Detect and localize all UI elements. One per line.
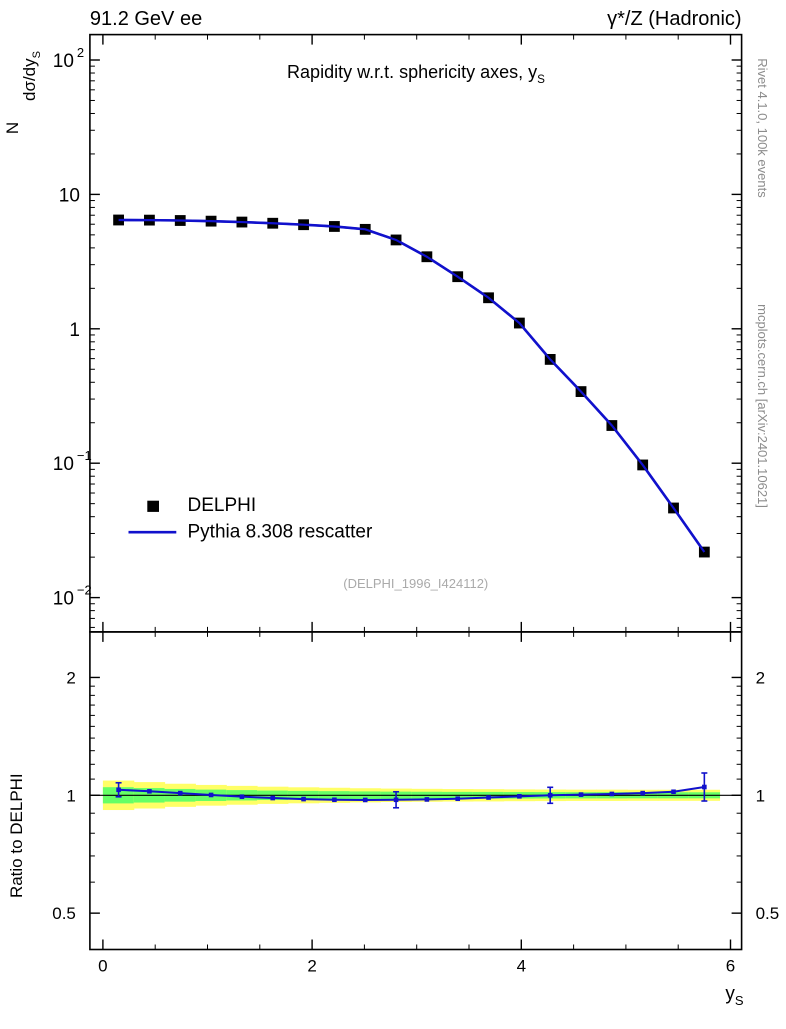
svg-text:2: 2 [77,45,84,60]
svg-text:6: 6 [726,957,735,976]
svg-text:−2: −2 [77,583,92,598]
svg-text:10: 10 [53,589,74,610]
svg-text:0.5: 0.5 [52,904,76,923]
svg-text:1: 1 [66,786,75,805]
svg-text:−1: −1 [77,448,92,463]
svg-text:10: 10 [53,51,74,72]
svg-text:91.2 GeV ee: 91.2 GeV ee [90,8,202,30]
svg-text:1: 1 [69,320,80,341]
svg-text:(DELPHI_1996_I424112): (DELPHI_1996_I424112) [343,576,488,591]
svg-text:γ*/Z (Hadronic): γ*/Z (Hadronic) [607,8,741,30]
svg-text:2: 2 [66,668,75,687]
svg-text:2: 2 [307,957,316,976]
svg-text:N: N [3,122,22,134]
svg-text:0.5: 0.5 [756,904,780,923]
svg-text:Pythia 8.308 rescatter: Pythia 8.308 rescatter [188,522,373,543]
svg-text:10: 10 [59,185,80,206]
svg-text:2: 2 [756,668,765,687]
svg-text:4: 4 [517,957,526,976]
svg-text:0: 0 [98,957,107,976]
svg-text:Ratio to DELPHI: Ratio to DELPHI [7,773,26,898]
svg-text:10: 10 [53,454,74,475]
svg-text:DELPHI: DELPHI [188,495,257,516]
svg-text:Rivet 4.1.0, 100k events: Rivet 4.1.0, 100k events [755,58,770,198]
svg-text:mcplots.cern.ch [arXiv:2401.10: mcplots.cern.ch [arXiv:2401.10621] [755,304,770,508]
svg-text:1: 1 [756,786,765,805]
